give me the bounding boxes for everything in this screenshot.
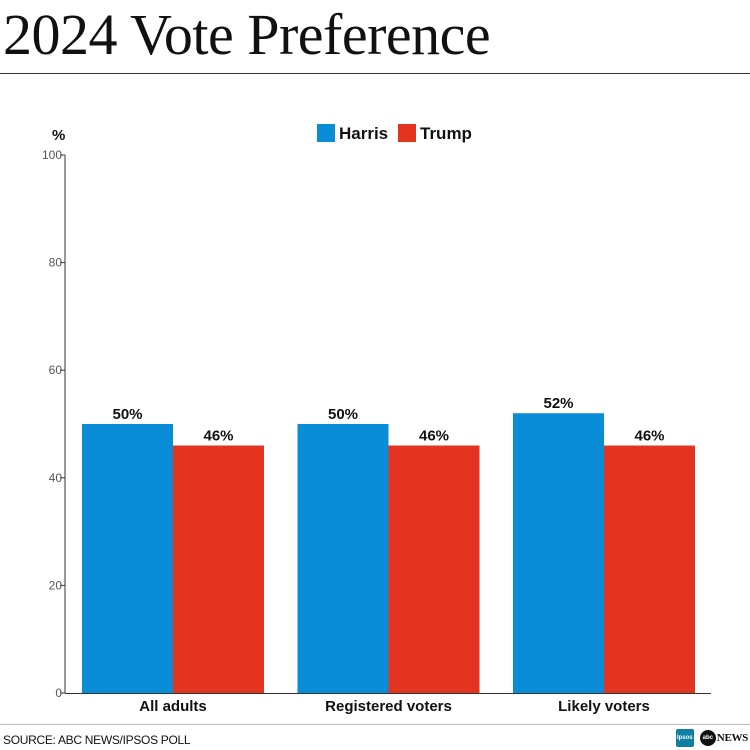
legend-label-trump: Trump <box>420 124 472 143</box>
category-label-1: Registered voters <box>325 698 452 715</box>
y-tick-label: 40 <box>49 471 63 485</box>
source-note: SOURCE: ABC NEWS/IPSOS POLL <box>3 733 191 747</box>
bar-trump-1 <box>388 445 480 693</box>
category-label-2: Likely voters <box>558 698 650 715</box>
data-label-harris-1: 50% <box>328 406 358 423</box>
y-tick-label: 100 <box>42 148 62 162</box>
bar-harris-1 <box>297 424 389 693</box>
title-divider <box>0 73 750 74</box>
bar-harris-0 <box>82 424 173 693</box>
abc-news-wordmark: NEWS <box>716 732 749 744</box>
y-tick-label: 60 <box>49 363 63 377</box>
data-label-harris-0: 50% <box>112 406 142 423</box>
y-tick-label: 0 <box>55 686 62 700</box>
ipsos-logo-icon: Ipsos <box>675 729 694 747</box>
bar-harris-2 <box>513 413 604 693</box>
abc-news-logo-icon: abc NEWS <box>699 730 749 746</box>
footer-logos: Ipsos abc NEWS <box>675 728 749 748</box>
category-label-0: All adults <box>139 698 207 715</box>
legend-swatch-trump <box>398 124 416 142</box>
chart-title: 2024 Vote Preference <box>3 2 491 67</box>
legend-swatch-harris <box>317 124 335 142</box>
y-axis-unit-label: % <box>52 127 65 144</box>
y-tick-label: 80 <box>49 256 63 270</box>
bar-trump-2 <box>604 445 695 693</box>
data-label-trump-0: 46% <box>203 428 233 445</box>
footer-divider <box>0 724 750 725</box>
bar-trump-0 <box>173 445 264 693</box>
abc-logo-circle: abc <box>699 730 716 746</box>
data-label-trump-2: 46% <box>634 428 664 445</box>
legend-label-harris: Harris <box>339 124 388 143</box>
y-tick-label: 20 <box>49 578 63 592</box>
data-label-trump-1: 46% <box>419 428 449 445</box>
data-label-harris-2: 52% <box>543 395 573 412</box>
